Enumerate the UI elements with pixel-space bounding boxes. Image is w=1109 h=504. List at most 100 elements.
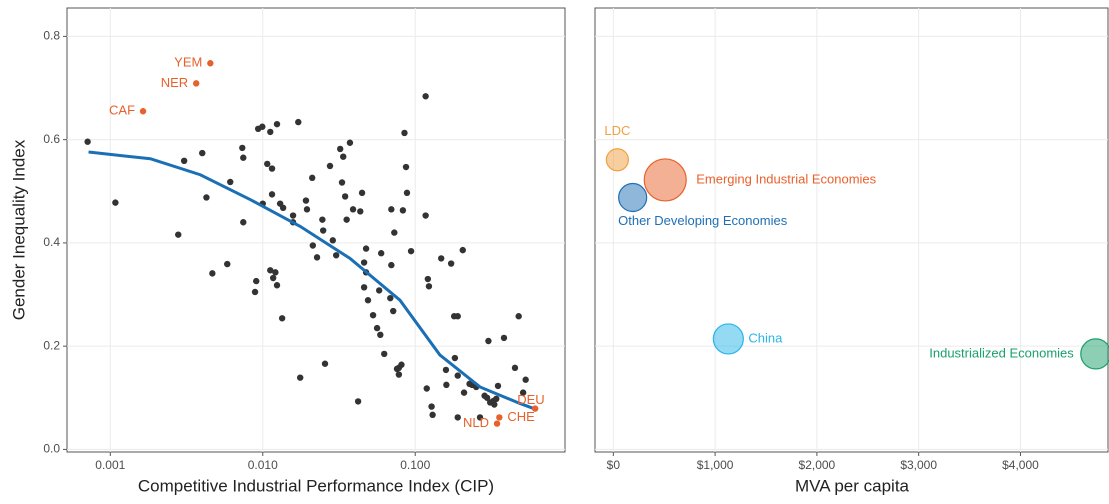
point (424, 275, 432, 283)
point (398, 361, 405, 368)
point (267, 128, 274, 136)
point (429, 411, 436, 419)
point (338, 179, 346, 186)
point (199, 149, 206, 157)
point (399, 207, 407, 214)
point (272, 269, 279, 276)
point (403, 189, 411, 197)
point-label: NLD (463, 415, 489, 430)
point (279, 204, 287, 211)
left-plot: 0.0 0.2 0.4 0.6 0.8 0.001 0.010 0.100 YEM NER CAF D… (43, 8, 565, 472)
x-tick-label: 0.001 (95, 458, 125, 472)
point (340, 153, 347, 160)
point (362, 245, 370, 252)
point (319, 216, 326, 223)
highlight-point (531, 405, 539, 412)
point (454, 414, 461, 421)
point-label: CAF (109, 103, 135, 118)
right-plot: $0 $1,000 $2,000 $3,000 $4,000 LDC Emerging In… (595, 8, 1109, 472)
point (267, 267, 274, 274)
point (360, 284, 368, 291)
point (336, 145, 344, 153)
point (273, 282, 281, 289)
y-tick-label: 0.8 (43, 29, 60, 43)
point (264, 160, 271, 168)
point-label: YEM (174, 55, 202, 70)
x-tick-label: 0.010 (248, 458, 278, 472)
point (346, 139, 354, 146)
point (388, 261, 395, 269)
point-label: NER (161, 75, 188, 90)
point (476, 414, 484, 421)
point (447, 260, 455, 267)
x-tick-label: 0.100 (400, 458, 430, 472)
point (425, 283, 433, 290)
point (388, 206, 395, 213)
point (483, 394, 491, 401)
point (332, 252, 340, 259)
point (460, 389, 468, 396)
point (303, 206, 311, 213)
point (437, 255, 445, 262)
point (209, 270, 216, 277)
x-tick-label: $0 (607, 458, 621, 472)
point (422, 212, 429, 219)
bubble (712, 323, 744, 355)
point (297, 374, 304, 381)
point (459, 246, 466, 254)
point (354, 398, 362, 405)
x-tick-label: $4,000 (1002, 458, 1039, 472)
point (390, 307, 397, 315)
point (364, 297, 372, 304)
point (422, 93, 429, 100)
point-label: CHE (507, 409, 535, 424)
point (329, 237, 337, 244)
y-tick-label: 0.6 (43, 132, 60, 146)
point (360, 259, 368, 266)
x-tick-label: $1,000 (697, 458, 734, 472)
point (268, 165, 276, 172)
point (227, 178, 234, 186)
point (377, 331, 384, 339)
bubble-label: Emerging Industrial Economies (696, 171, 876, 186)
point (295, 118, 302, 126)
y-tick-label: 0.4 (43, 235, 60, 249)
point (326, 162, 334, 170)
bubble (1080, 338, 1109, 370)
point-label: DEU (517, 392, 544, 407)
point (175, 231, 182, 238)
point (289, 212, 297, 219)
point (515, 313, 522, 320)
point (84, 138, 91, 145)
highlight-point (207, 60, 214, 67)
highlight-point (496, 414, 503, 421)
point (443, 381, 450, 389)
point (407, 247, 415, 255)
point (278, 315, 286, 322)
point (401, 129, 408, 137)
bubble (605, 148, 629, 172)
point (309, 242, 317, 249)
right-panel (594, 7, 1109, 453)
point (402, 163, 410, 171)
point (381, 350, 388, 358)
point (491, 401, 498, 408)
point (240, 219, 247, 226)
x-tick-label: $3,000 (900, 458, 937, 472)
point (442, 366, 450, 374)
bubble (618, 182, 648, 213)
point (203, 194, 210, 201)
point (485, 337, 492, 345)
point (239, 144, 246, 152)
point (373, 324, 381, 332)
point (357, 208, 364, 215)
point (240, 154, 247, 161)
x-tick-label: $2,000 (799, 458, 836, 472)
left-panel (66, 7, 566, 453)
point (423, 385, 430, 392)
point (341, 193, 349, 200)
highlight-point (193, 80, 200, 87)
point (369, 311, 377, 319)
point (319, 227, 327, 234)
bubble-label: Industrialized Economies (929, 345, 1074, 360)
